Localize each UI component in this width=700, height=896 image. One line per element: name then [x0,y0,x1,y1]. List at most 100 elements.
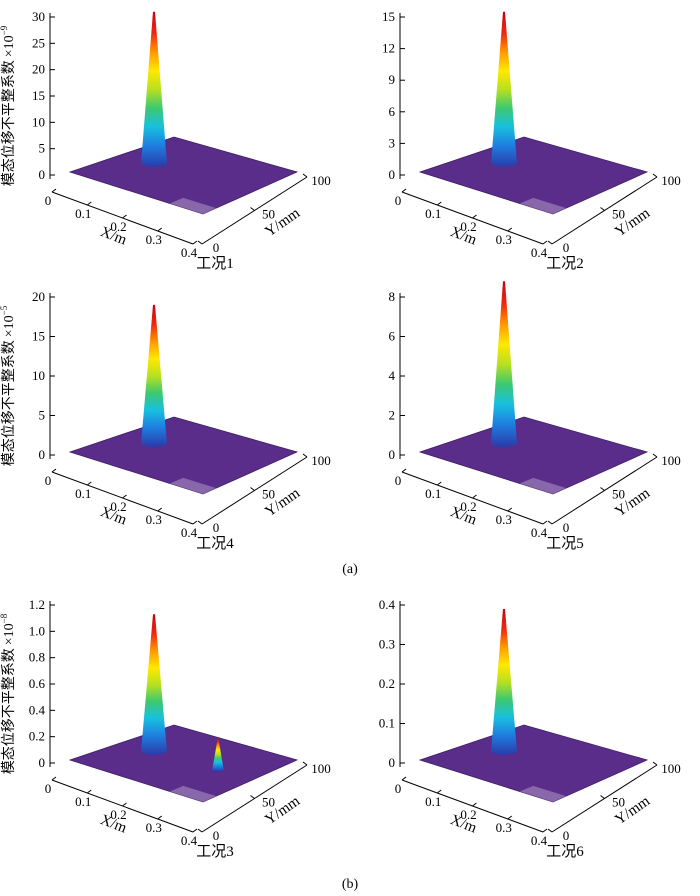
x-tick-mark [542,240,548,245]
x-tick-label: 0.3 [146,820,162,835]
x-tick-label: 0 [395,193,402,208]
x-tick-label: 0.3 [496,512,512,527]
y-tick-mark [197,828,203,833]
x-tick-mark [157,815,163,820]
x-tick-label: 0.2 [460,499,476,514]
z-tick-label: 10 [32,114,45,129]
x-tick-label: 0.2 [460,807,476,822]
x-tick-label: 0.4 [531,245,548,260]
z-tick-label: 9 [389,72,396,87]
x-tick-label: 0.3 [146,232,162,247]
z-tick-label: 0 [39,167,46,182]
peak-spike [491,11,517,168]
x-tick-mark [122,214,127,219]
z-tick-label: 0.1 [379,716,395,731]
z-axis-label: 模态位移不平整系数×10−8 [0,613,17,774]
x-tick-mark [542,828,548,833]
z-tick-label: 0 [389,447,396,462]
y-tick-label: 100 [311,453,331,468]
z-tick-label: 5 [39,141,46,156]
x-tick-label: 0.3 [496,820,512,835]
peak-spike [141,614,167,756]
x-tick-label: 0.4 [181,525,198,540]
x-tick-label: 0.1 [75,206,91,221]
y-tick-label: 100 [311,173,331,188]
y-tick-mark [652,453,658,458]
plane-highlight [169,785,217,802]
x-tick-mark [436,201,442,206]
plane-highlight [169,197,217,214]
z-tick-label: 20 [32,62,45,77]
x-tick-mark [401,468,407,473]
z-tick-label: 0 [39,447,46,462]
y-tick-mark [250,487,255,491]
y-tick-mark [600,795,605,799]
y-tick-label: 50 [262,207,275,222]
chart-caption: 工况5 [546,535,584,552]
x-tick-label: 0.2 [110,807,126,822]
y-tick-label: 50 [612,487,625,502]
x-tick-mark [472,802,477,807]
base-plane [68,724,299,803]
peak-spike [491,281,517,448]
x-tick-label: 0.1 [425,794,441,809]
x-tick-mark [507,815,513,820]
x-tick-label: 0.4 [531,525,548,540]
x-tick-mark [472,494,477,499]
plane-highlight [519,785,567,802]
z-tick-label: 15 [32,329,45,344]
y-tick-mark [547,520,553,525]
x-tick-mark [192,828,198,833]
z-tick-label: 3 [389,135,396,150]
y-tick-label: 50 [262,795,275,810]
chart-caption: 工况1 [196,255,234,272]
x-tick-mark [86,789,92,794]
z-tick-label: 0.4 [379,597,396,612]
y-tick-label: 50 [612,795,625,810]
y-tick-label: 50 [612,207,625,222]
x-tick-label: 0.1 [425,486,441,501]
secondary-peak-spike [212,736,224,772]
z-tick-label: 0 [389,755,396,770]
z-tick-label: 8 [389,289,396,304]
y-tick-mark [600,207,605,211]
z-tick-label: 0 [389,167,396,182]
y-tick-mark [302,453,308,458]
y-tick-mark [250,795,255,799]
x-tick-mark [86,481,92,486]
x-tick-label: 0.4 [181,245,198,260]
z-tick-label: 15 [382,9,395,24]
section-label-b: (b) [342,877,359,891]
x-tick-label: 0.2 [110,219,126,234]
z-tick-label: 6 [389,104,396,119]
y-tick-label: 100 [661,761,681,776]
x-tick-mark [157,507,163,512]
y-tick-label: 100 [661,453,681,468]
y-tick-mark [250,207,255,211]
x-tick-mark [401,776,407,781]
x-tick-mark [472,214,477,219]
peak-spike [491,608,517,756]
x-tick-label: 0 [45,781,52,796]
chart-caption: 工况4 [196,535,234,552]
y-tick-label: 100 [311,761,331,776]
y-tick-mark [547,828,553,833]
y-tick-label: 0 [563,828,570,843]
chart-caption: 工况3 [196,843,234,860]
x-tick-label: 0 [395,781,402,796]
y-tick-mark [197,520,203,525]
z-tick-label: 10 [32,368,45,383]
y-tick-label: 0 [213,520,220,535]
y-tick-mark [600,487,605,491]
x-tick-label: 0.3 [496,232,512,247]
base-plane [418,136,649,215]
z-tick-label: 15 [32,88,45,103]
y-tick-mark [652,173,658,178]
z-tick-label: 1.2 [29,597,45,612]
peak-spike [141,304,167,448]
plane-highlight [519,477,567,494]
